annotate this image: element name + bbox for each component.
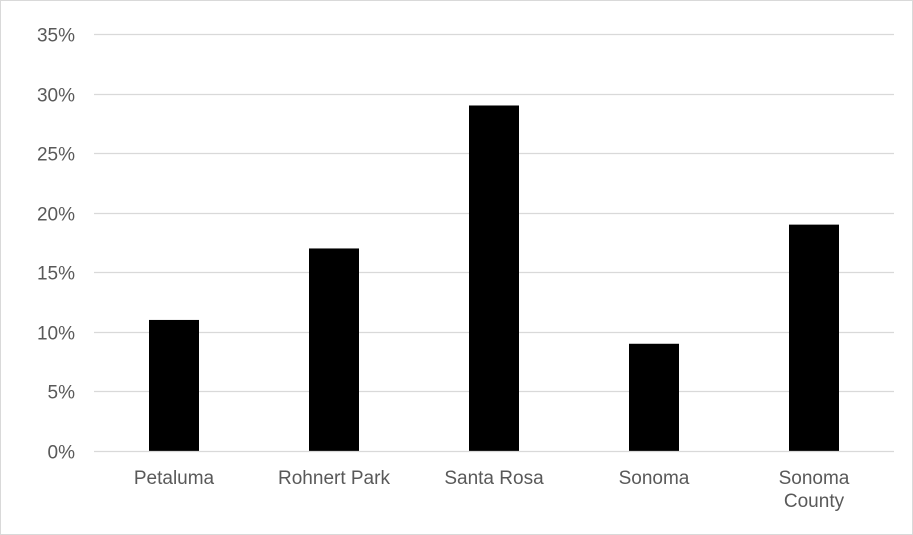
- bars: [149, 105, 839, 451]
- y-tick-label: 10%: [37, 324, 75, 345]
- y-tick-label: 35%: [37, 26, 75, 47]
- bar: [309, 248, 359, 451]
- y-tick-label: 5%: [48, 383, 76, 404]
- y-tick-label: 30%: [37, 86, 75, 107]
- x-tick-label: Santa Rosa: [444, 468, 544, 489]
- y-tick-label: 0%: [48, 443, 76, 464]
- bar: [789, 224, 839, 451]
- x-tick-label: Sonoma: [619, 468, 690, 489]
- x-tick-label: Rohnert Park: [278, 468, 390, 489]
- y-tick-label: 25%: [37, 145, 75, 166]
- bar: [629, 343, 679, 451]
- x-tick-label: Petaluma: [134, 468, 215, 489]
- x-tick-label: Sonoma: [779, 468, 850, 489]
- y-tick-label: 20%: [37, 205, 75, 226]
- y-axis-tick-labels: 0% 5% 10% 15% 20% 25% 30% 35%: [37, 26, 75, 464]
- x-tick-label: County: [784, 491, 845, 512]
- bar: [149, 319, 199, 451]
- x-axis-tick-labels: Petaluma Rohnert Park Santa Rosa Sonoma Sono…: [134, 468, 850, 512]
- y-tick-label: 15%: [37, 264, 75, 285]
- bar: [469, 105, 519, 451]
